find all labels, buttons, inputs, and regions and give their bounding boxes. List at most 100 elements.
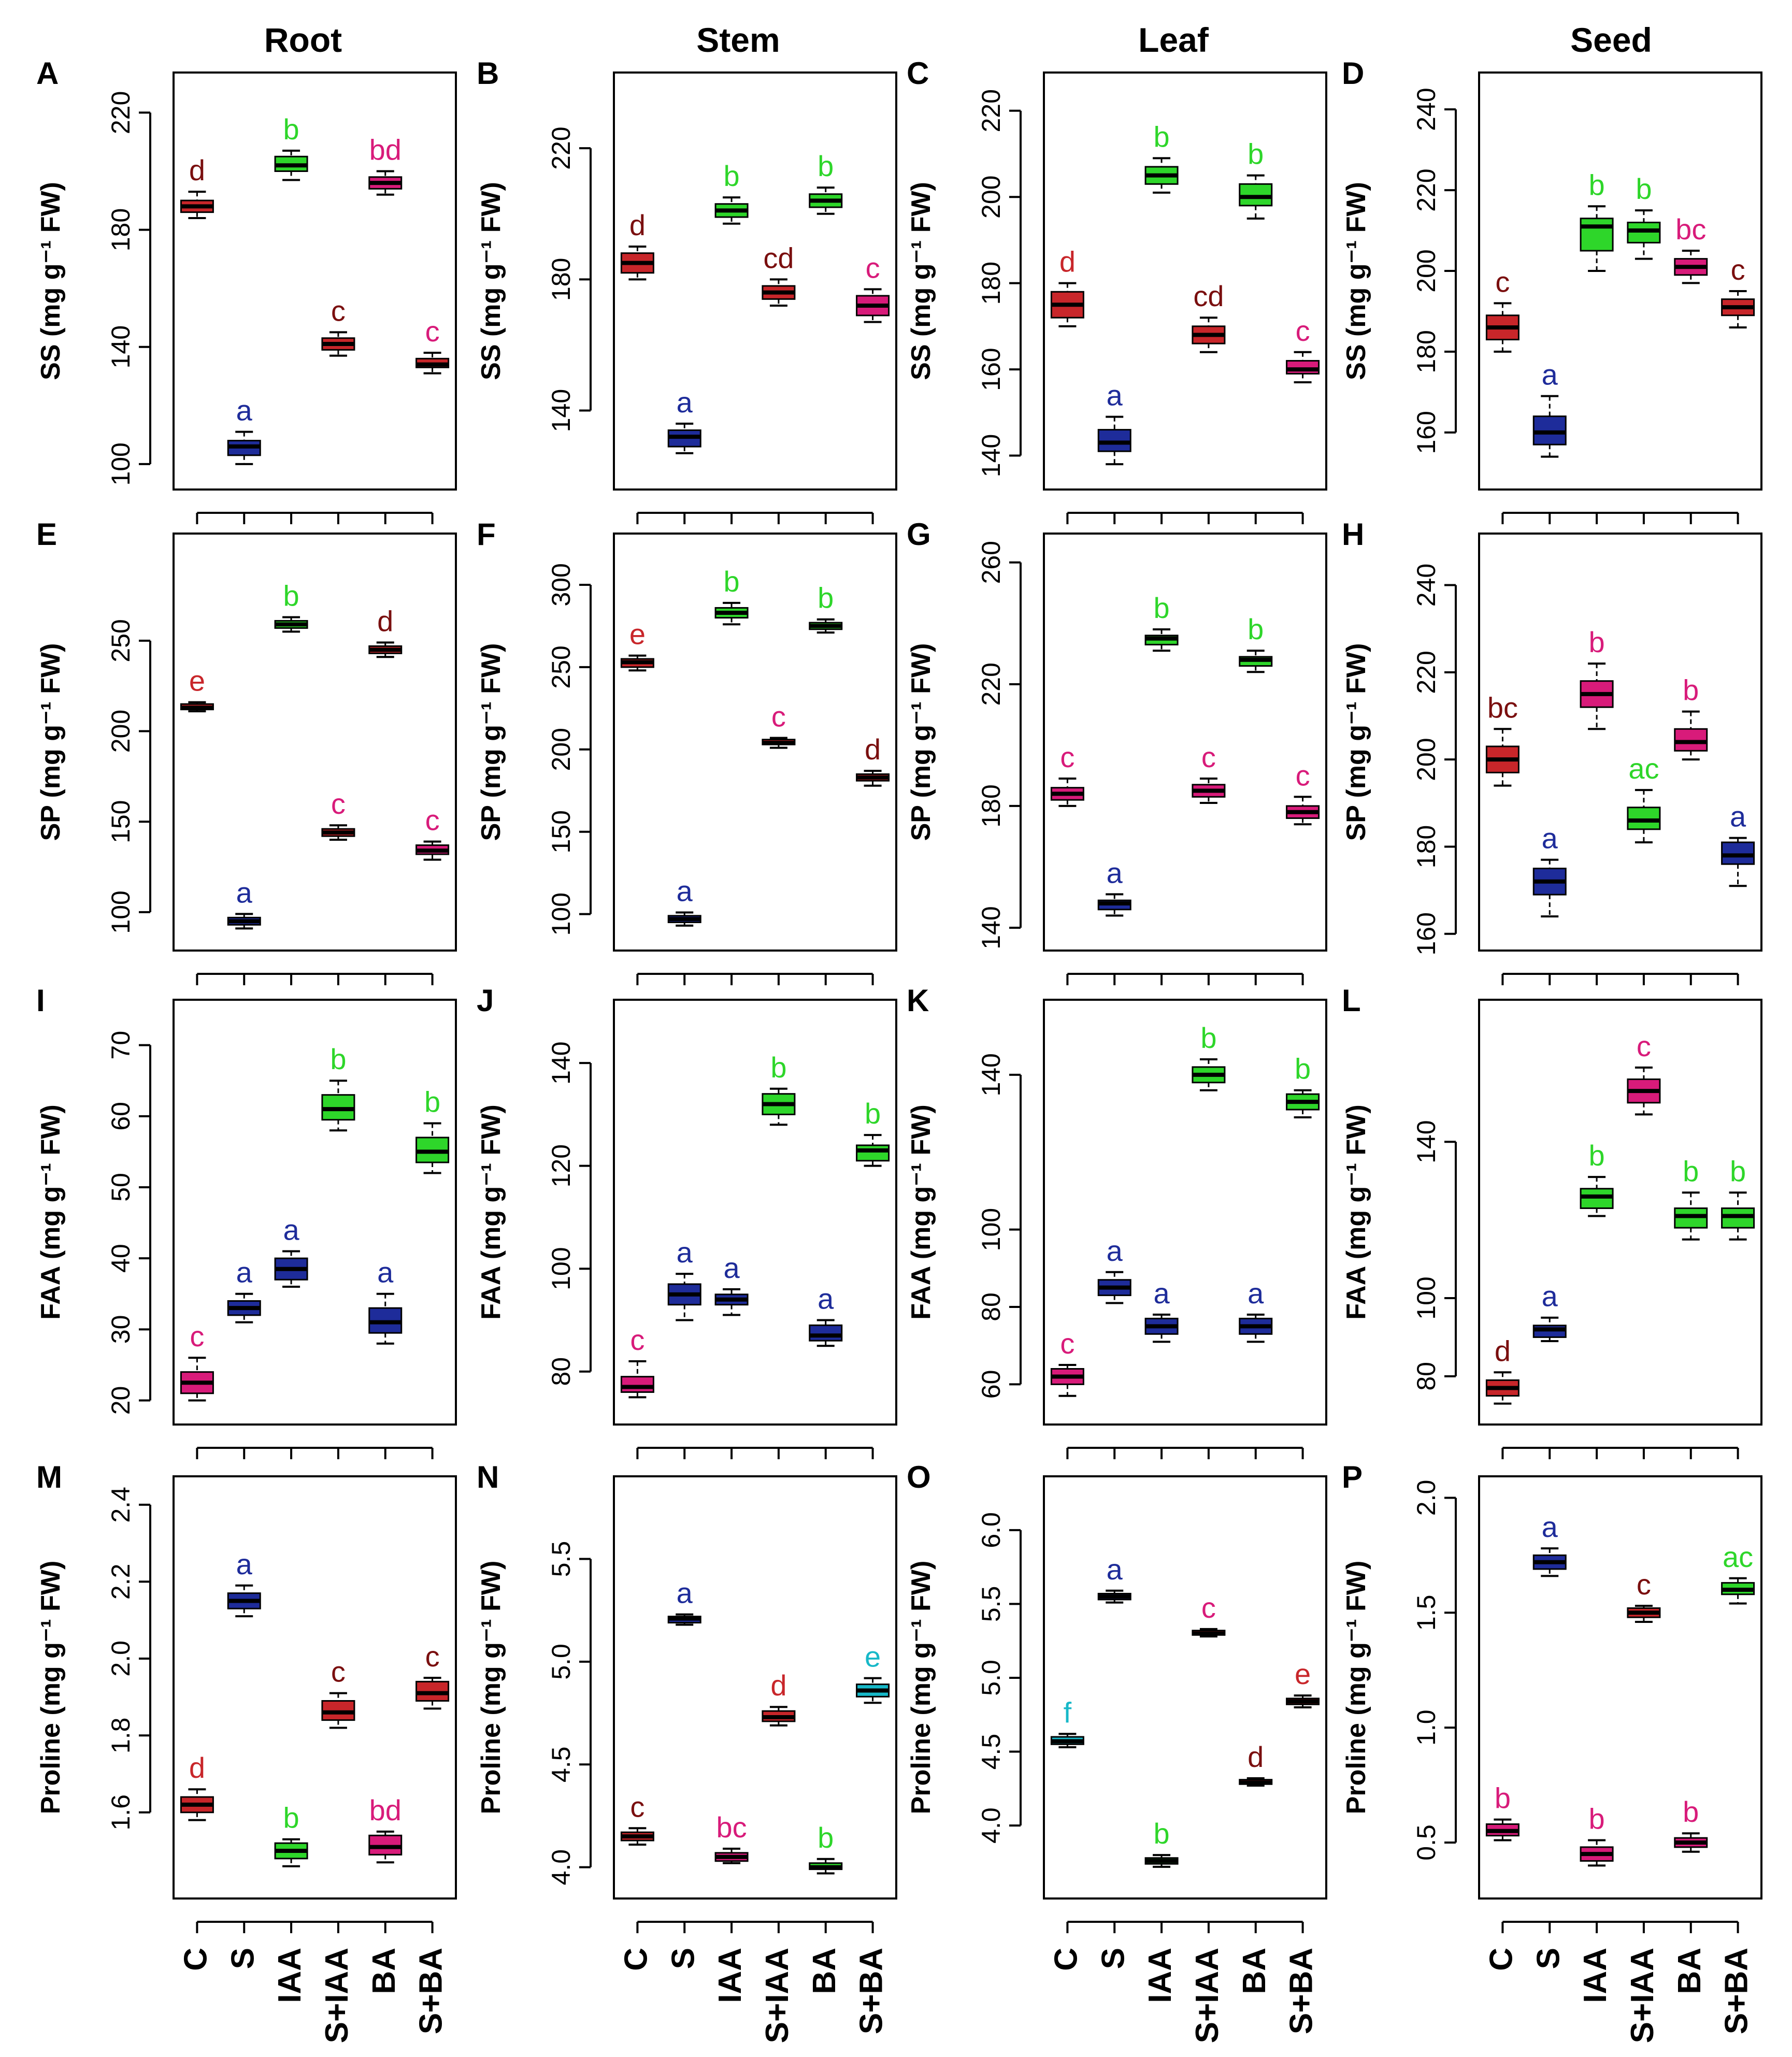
significance-letter: d	[1495, 1334, 1511, 1367]
significance-letter: c	[331, 787, 346, 820]
x-tick-label: IAA	[272, 1948, 308, 2003]
x-tick-label: S+BA	[1284, 1948, 1320, 2034]
box-c: d	[180, 154, 214, 219]
panel-f: F 100 150 200 250 300 SP (mg g⁻¹ FW) e a b c b d	[476, 517, 897, 985]
significance-letter: d	[629, 209, 646, 241]
significance-letter: ac	[1628, 752, 1659, 785]
box-iaa: a	[274, 1213, 308, 1288]
y-tick-label: 180	[547, 258, 576, 301]
y-tick-label: 4.5	[977, 1734, 1006, 1770]
box-s-ba: c	[415, 1640, 450, 1710]
significance-letter: a	[1542, 358, 1558, 391]
y-tick-label: 180	[1412, 330, 1441, 373]
y-tick-label: 140	[547, 1041, 576, 1084]
y-tick-label: 140	[977, 1053, 1006, 1096]
significance-letter: a	[1107, 856, 1123, 889]
y-tick-label: 0.5	[1412, 1824, 1441, 1861]
significance-letter: e	[865, 1641, 881, 1673]
y-tick-label: 5.5	[977, 1586, 1006, 1622]
box-s: a	[667, 874, 701, 927]
panel-a: A 100 140 180 220 SS (mg g⁻¹ FW) d a b c bd c	[36, 56, 457, 524]
y-tick-label: 140	[977, 434, 1006, 477]
significance-letter: a	[1154, 1277, 1170, 1310]
x-tick-label: C	[618, 1948, 654, 1971]
significance-letter: c	[1060, 741, 1074, 773]
significance-letter: c	[771, 700, 786, 733]
significance-letter: a	[1107, 1553, 1123, 1586]
box-s-iaa: ac	[1627, 752, 1661, 844]
y-tick-label: 1.8	[106, 1718, 135, 1754]
y-tick-label: 250	[106, 619, 135, 662]
significance-letter: a	[677, 1577, 693, 1609]
box-body	[1097, 429, 1131, 452]
significance-letter: b	[330, 1043, 346, 1075]
y-tick-label: 200	[1412, 249, 1441, 292]
x-tick-label: S	[225, 1948, 261, 1969]
significance-letter: cd	[763, 241, 794, 274]
significance-letter: b	[1154, 592, 1170, 624]
y-tick-label: 40	[106, 1244, 135, 1273]
significance-letter: c	[866, 251, 880, 284]
significance-letter: b	[1730, 1155, 1746, 1187]
y-tick-label: 120	[547, 1144, 576, 1187]
y-tick-label: 180	[1412, 825, 1441, 868]
box-ba: a	[1239, 1277, 1273, 1343]
panel-c: C 140 160 180 200 220 SS (mg g⁻¹ FW) d a b cd b c	[906, 56, 1327, 524]
significance-letter: b	[1295, 1053, 1311, 1085]
significance-letter: c	[1637, 1568, 1651, 1601]
y-axis-label: SP (mg g⁻¹ FW)	[906, 643, 936, 841]
y-tick-label: 240	[1412, 564, 1441, 607]
panel-n: N 4.0 4.5 5.0 5.5 Proline (mg g⁻¹ FW) C S IAA S+I…	[476, 1460, 897, 2043]
y-tick-label: 4.0	[547, 1849, 576, 1886]
y-tick-label: 60	[106, 1102, 135, 1131]
y-axis-label: Proline (mg g⁻¹ FW)	[476, 1561, 506, 1815]
significance-letter: c	[630, 1324, 644, 1356]
y-tick-label: 250	[547, 645, 576, 688]
panel-m: M 1.6 1.8 2.0 2.2 2.4 Proline (mg g⁻¹ FW) C S IAA…	[36, 1460, 457, 2043]
y-axis-label: FAA (mg g⁻¹ FW)	[906, 1104, 936, 1319]
box-s-iaa: b	[762, 1051, 796, 1126]
plot-frame	[173, 999, 457, 1426]
box-s-ba: e	[1286, 1658, 1320, 1708]
box-s-ba: ac	[1721, 1541, 1755, 1605]
column-title-seed: Seed	[1570, 21, 1652, 59]
box-iaa: b	[274, 1802, 308, 1867]
y-tick-label: 70	[106, 1031, 135, 1060]
box-body	[1239, 183, 1273, 207]
x-tick-label: C	[1048, 1948, 1084, 1971]
y-tick-label: 200	[106, 710, 135, 753]
y-tick-label: 30	[106, 1315, 135, 1344]
panel-letter: L	[1342, 983, 1361, 1018]
box-s-ba: e	[856, 1641, 890, 1704]
significance-letter: f	[1064, 1696, 1072, 1729]
x-tick-label: S	[1095, 1948, 1131, 1969]
plot-frame	[613, 999, 897, 1426]
panel-e: E 100 150 200 250 SP (mg g⁻¹ FW) e a b c d c	[36, 517, 457, 985]
box-ba: b	[1239, 613, 1273, 673]
panel-letter: P	[1342, 1460, 1363, 1494]
plot-frame	[1478, 999, 1762, 1426]
plot-frame	[1043, 1475, 1327, 1900]
x-tick-label: BA	[366, 1948, 402, 1994]
box-s-ba: b	[415, 1086, 450, 1174]
y-tick-label: 100	[977, 1208, 1006, 1251]
plot-frame	[1043, 999, 1327, 1426]
significance-letter: a	[1730, 800, 1746, 833]
box-s-iaa: b	[1627, 172, 1661, 260]
box-s: a	[1532, 822, 1567, 918]
panel-letter: K	[907, 983, 929, 1018]
significance-letter: c	[630, 1790, 644, 1823]
box-s-iaa: c	[762, 700, 796, 749]
box-body	[809, 1324, 843, 1342]
box-body	[856, 1144, 890, 1162]
box-iaa: b	[274, 579, 308, 633]
significance-letter: a	[677, 874, 693, 907]
panel-o: O 4.0 4.5 5.0 5.5 6.0 Proline (mg g⁻¹ FW) C S IAA…	[906, 1460, 1327, 2043]
box-ba: b	[809, 150, 843, 215]
box-iaa: b	[714, 565, 749, 626]
box-s: a	[1532, 1280, 1567, 1342]
significance-letter: a	[236, 876, 253, 909]
significance-letter: d	[189, 154, 205, 186]
